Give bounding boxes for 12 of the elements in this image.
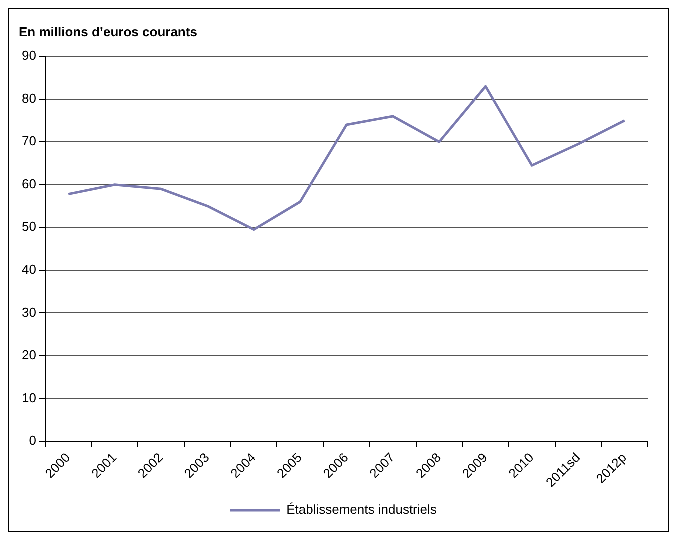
chart-title: En millions d’euros courants <box>19 24 198 40</box>
y-tick-label: 80 <box>22 90 36 106</box>
legend-label: Établissements industriels <box>286 502 438 518</box>
y-tick-label: 70 <box>22 134 36 149</box>
y-tick-label: 60 <box>22 176 36 192</box>
y-tick-label: 50 <box>22 219 36 234</box>
y-tick-label: 30 <box>22 304 36 320</box>
y-tick-label: 0 <box>29 433 36 448</box>
y-tick-label: 10 <box>22 390 36 406</box>
y-tick-label: 90 <box>22 48 36 64</box>
y-tick-label: 40 <box>22 262 36 278</box>
y-tick-label: 20 <box>22 348 36 363</box>
